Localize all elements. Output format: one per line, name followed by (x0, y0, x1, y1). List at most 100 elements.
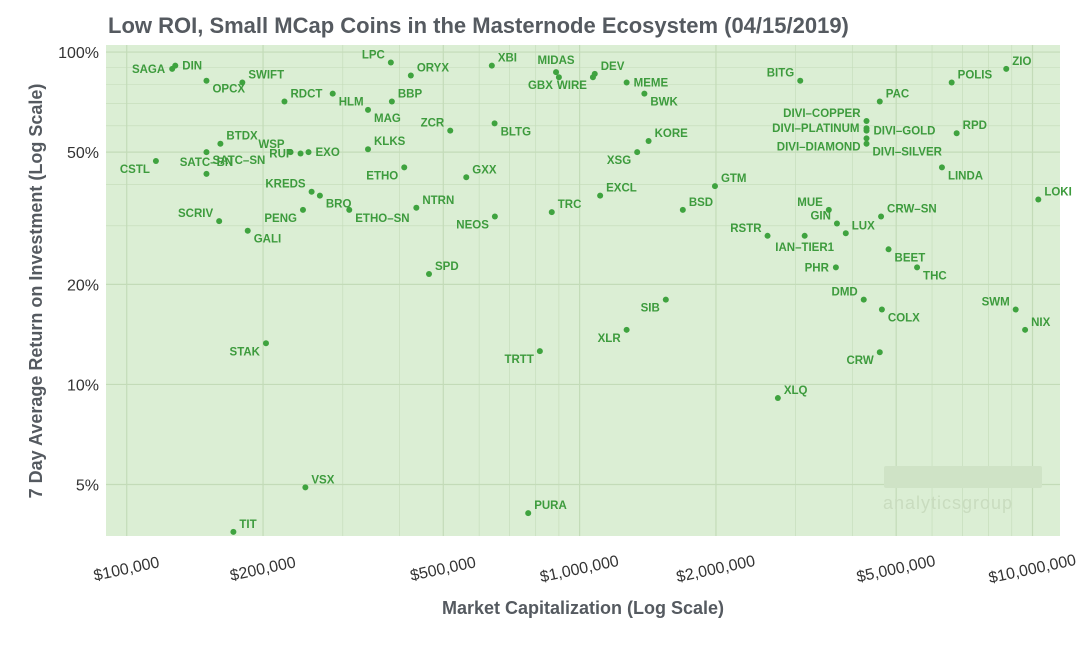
data-point (491, 213, 498, 220)
data-point-label: MUE (797, 197, 823, 209)
data-point (953, 130, 960, 137)
data-point (152, 158, 159, 165)
data-point (297, 150, 304, 157)
data-point-label: RPD (963, 120, 987, 132)
minor-grid (106, 45, 1060, 536)
data-point-label: ZIO (1012, 56, 1031, 68)
data-point (764, 232, 771, 239)
data-point (169, 65, 176, 72)
data-point-label: RSTR (730, 223, 762, 235)
data-point (938, 164, 945, 171)
data-point-label: XLR (598, 333, 622, 345)
data-point (281, 98, 288, 105)
data-point (305, 149, 312, 156)
data-point-label: KREDS (265, 179, 306, 191)
watermark: analyticsgroup (883, 466, 1042, 513)
data-point-label: XLQ (784, 385, 808, 397)
chart-title: Low ROI, Small MCap Coins in the Mastern… (108, 13, 849, 38)
data-point-label: GXX (472, 164, 497, 176)
data-point (401, 164, 408, 171)
data-point-label: LPC (362, 50, 385, 62)
y-axis-title: 7 Day Average Return on Investment (Log … (26, 84, 46, 499)
data-point (591, 70, 598, 77)
data-point (1012, 306, 1019, 313)
y-axis-ticks: 5% 10% 20% 50% 100% (58, 45, 99, 494)
y-tick-label: 5% (76, 478, 99, 495)
data-point (413, 204, 420, 211)
y-tick-label: 10% (67, 377, 99, 394)
data-point (463, 174, 470, 181)
data-point (842, 230, 849, 237)
data-point (623, 326, 630, 333)
data-point-label: ORYX (417, 63, 449, 75)
x-axis-ticks: $100,000 $200,000 $500,000 $1,000,000 $2,000… (92, 552, 1078, 587)
data-point (491, 120, 498, 127)
data-point-label: LUX (852, 220, 875, 232)
data-point-label: PHR (805, 262, 830, 274)
data-point (203, 77, 210, 84)
data-point (634, 149, 641, 156)
major-grid (106, 45, 1060, 536)
data-point (346, 206, 353, 213)
data-point (365, 146, 372, 153)
data-point (832, 264, 839, 271)
data-point (774, 395, 781, 402)
data-point (230, 528, 237, 535)
data-point-label: HLM (339, 97, 364, 109)
data-point (1035, 196, 1042, 203)
data-points (152, 59, 1042, 535)
data-point (679, 206, 686, 213)
data-point (536, 348, 543, 355)
data-point-label: ETHO (366, 170, 398, 182)
data-point-label: KORE (655, 128, 689, 140)
x-axis-title: Market Capitalization (Log Scale) (442, 598, 724, 618)
data-point-label: THC (923, 270, 947, 282)
data-point (299, 206, 306, 213)
data-point (623, 79, 630, 86)
data-point (316, 192, 323, 199)
data-point (833, 220, 840, 227)
data-point-label: COLX (888, 313, 920, 325)
data-point (525, 510, 532, 517)
data-point-label: WSP (258, 139, 285, 151)
data-point-label: MIDAS (538, 55, 575, 67)
data-point-label: GIN (810, 210, 830, 222)
x-tick-label: $2,000,000 (675, 553, 757, 586)
data-point (203, 149, 210, 156)
data-point (801, 232, 808, 239)
data-point (447, 127, 454, 134)
data-point-label: SIB (641, 303, 660, 315)
data-point-label: DIVI–DIAMOND (777, 141, 861, 153)
data-point-label: DIN (182, 61, 202, 73)
data-point-label: DEV (601, 61, 625, 73)
data-point-label: STAK (230, 346, 261, 358)
y-tick-label: 100% (58, 45, 99, 62)
data-point (308, 188, 315, 195)
data-point-label: BEET (895, 252, 926, 264)
data-point-label: DMD (832, 287, 858, 299)
data-point-label: BRO (326, 199, 352, 211)
data-point (863, 135, 870, 142)
data-point (407, 72, 414, 79)
data-point-label: PAC (886, 88, 909, 100)
data-point (262, 340, 269, 347)
data-point (388, 98, 395, 105)
data-point-label: SATC–SN (212, 155, 265, 167)
data-point (216, 218, 223, 225)
data-point-label: SATC–BN (180, 157, 233, 169)
data-point (797, 77, 804, 84)
svg-text:analyticsgroup: analyticsgroup (883, 493, 1013, 513)
data-point-label: ZCR (421, 118, 445, 130)
data-point-label: TRC (558, 199, 582, 211)
data-point-label: SWIFT (248, 69, 284, 81)
data-point-label: BSD (689, 197, 713, 209)
data-point (329, 90, 336, 97)
data-point-label: MEME (634, 77, 669, 89)
data-point (711, 183, 718, 190)
x-tick-label: $5,000,000 (855, 553, 937, 586)
data-point-label: SAGA (132, 64, 165, 76)
data-point-label: DIVI–GOLD (874, 126, 936, 138)
data-point-label: DIVI–COPPER (783, 108, 861, 120)
data-point-label: SCRIV (178, 208, 213, 220)
